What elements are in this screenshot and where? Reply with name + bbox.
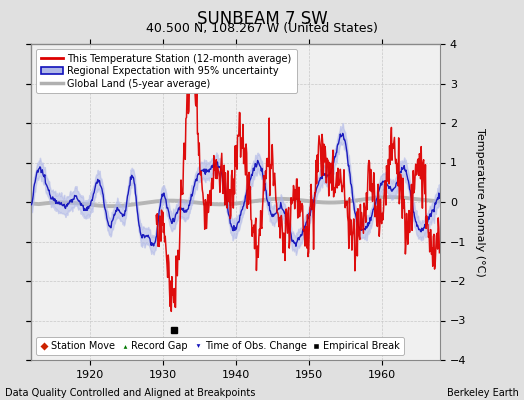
- Text: 40.500 N, 108.267 W (United States): 40.500 N, 108.267 W (United States): [146, 22, 378, 35]
- Legend: Station Move, Record Gap, Time of Obs. Change, Empirical Break: Station Move, Record Gap, Time of Obs. C…: [36, 337, 403, 355]
- Text: Data Quality Controlled and Aligned at Breakpoints: Data Quality Controlled and Aligned at B…: [5, 388, 256, 398]
- Text: Berkeley Earth: Berkeley Earth: [447, 388, 519, 398]
- Text: SUNBEAM 7 SW: SUNBEAM 7 SW: [196, 10, 328, 28]
- Y-axis label: Temperature Anomaly (°C): Temperature Anomaly (°C): [475, 128, 485, 276]
